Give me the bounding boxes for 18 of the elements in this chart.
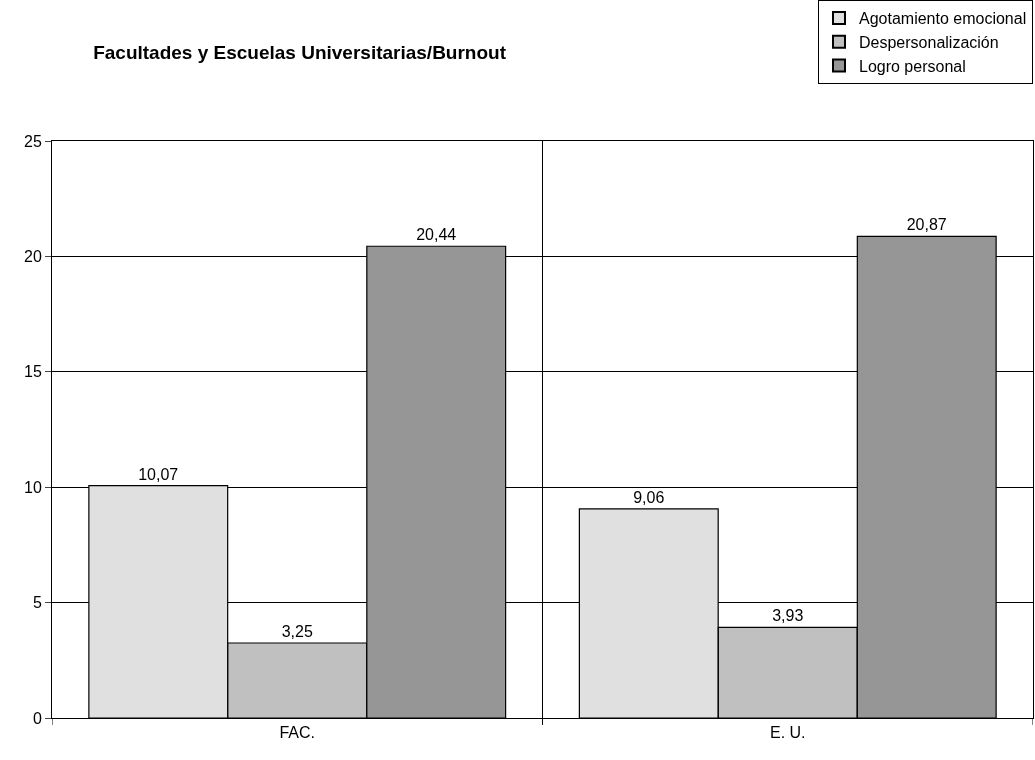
legend-label: Logro personal (859, 57, 966, 75)
data-label: 10,07 (138, 465, 179, 483)
legend-label: Agotamiento emocional (859, 10, 1027, 28)
data-label: 3,25 (281, 622, 313, 640)
y-tick-label: 0 (32, 709, 42, 727)
y-tick-label: 20 (24, 248, 42, 265)
chart-title: Facultades y Escuelas Universitarias/Burnout (93, 41, 507, 63)
x-tick-label: FAC. (279, 724, 316, 742)
y-tick-label: 10 (24, 478, 42, 496)
data-label: 9,06 (633, 488, 665, 506)
legend-label: Despersonalización (859, 33, 999, 51)
data-label: 3,93 (772, 607, 804, 625)
y-tick-label: 15 (24, 363, 42, 381)
y-tick-label: 5 (32, 594, 42, 612)
y-tick-label: 25 (24, 132, 42, 150)
data-label: 20,44 (416, 226, 457, 244)
data-label: 20,87 (906, 216, 947, 234)
x-tick-label: E. U. (769, 724, 806, 742)
